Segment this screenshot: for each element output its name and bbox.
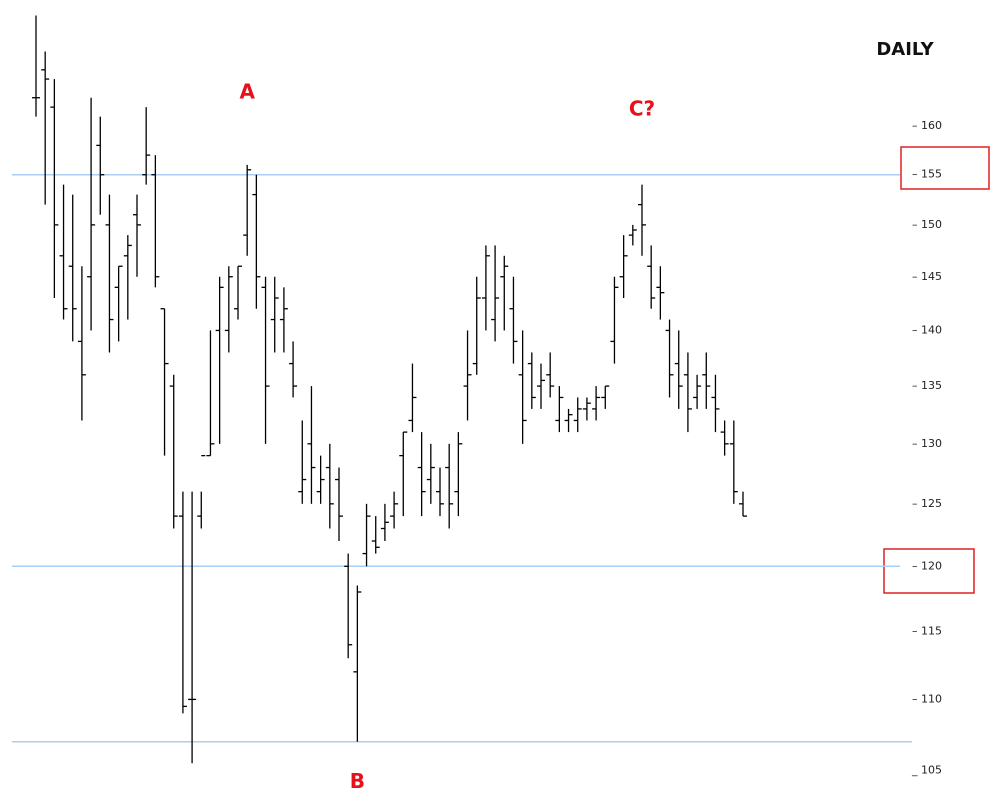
y-tick-label: – 125 [912, 497, 942, 510]
y-tick-label: – 145 [912, 270, 942, 283]
annotation: B [350, 769, 365, 793]
y-tick-label: – 150 [912, 218, 942, 231]
chart-title: DAILY [876, 39, 934, 60]
y-tick-label: _ 105 [911, 764, 942, 777]
highlight-box [900, 146, 990, 190]
y-tick-label: – 135 [912, 379, 942, 392]
y-tick-label: – 160 [912, 119, 942, 132]
y-tick-label: – 155 [912, 168, 942, 181]
y-tick-label: – 140 [912, 323, 942, 336]
annotation: A [239, 80, 255, 104]
y-tick-label: – 110 [912, 692, 942, 705]
annotation: C? [629, 96, 655, 120]
highlight-box [883, 548, 975, 594]
y-tick-label: – 115 [912, 624, 942, 637]
y-tick-label: – 120 [912, 559, 942, 572]
y-tick-label: – 130 [912, 437, 942, 450]
